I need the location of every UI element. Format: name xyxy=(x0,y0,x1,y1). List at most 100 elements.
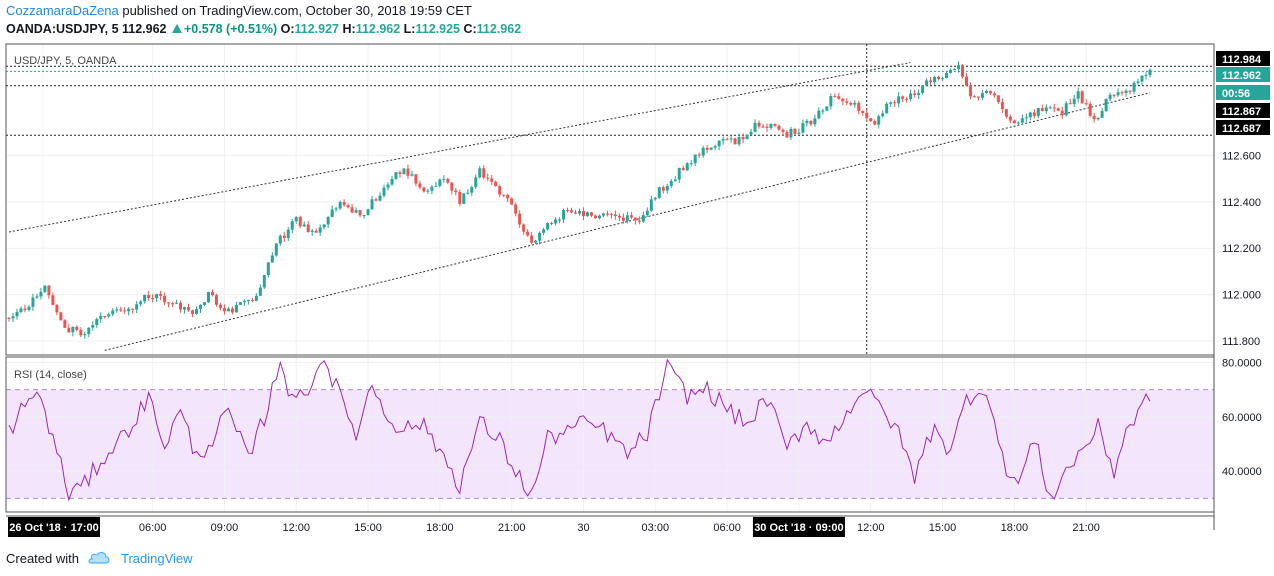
candle xyxy=(949,69,953,73)
up-triangle-icon xyxy=(172,24,182,33)
candle xyxy=(318,227,322,233)
candle xyxy=(933,76,937,83)
candle xyxy=(665,185,669,191)
candle xyxy=(1024,117,1028,119)
symbol-label: OANDA:USDJPY, 5 xyxy=(6,22,119,36)
candle xyxy=(470,187,474,193)
candle xyxy=(713,146,717,148)
candle xyxy=(765,126,769,128)
candle xyxy=(163,295,167,303)
candle xyxy=(322,224,326,228)
candle xyxy=(873,121,877,125)
time-axis-tick: 06:00 xyxy=(713,522,741,534)
time-label-bg xyxy=(8,517,100,537)
candle xyxy=(202,302,206,305)
candle xyxy=(1072,98,1076,104)
candle xyxy=(242,300,246,303)
candle xyxy=(570,210,574,213)
candle xyxy=(426,190,430,192)
candle xyxy=(797,132,801,134)
candle xyxy=(394,172,398,179)
candle xyxy=(286,229,290,239)
candle xyxy=(450,182,454,191)
candle xyxy=(1148,69,1152,76)
open-label: O: xyxy=(280,22,295,36)
publish-info: CozzamaraDaZena published on TradingView… xyxy=(6,3,472,18)
time-axis-label: 30 Oct '18 · 09:00 xyxy=(754,522,843,534)
candle xyxy=(187,307,191,311)
candle xyxy=(406,168,410,176)
candle xyxy=(378,195,382,201)
candle xyxy=(7,317,11,319)
candle xyxy=(813,118,817,125)
price-label-bg xyxy=(1216,85,1270,100)
author-link[interactable]: CozzamaraDaZena xyxy=(6,3,119,18)
footer: Created with TradingView xyxy=(6,550,193,567)
candle xyxy=(617,216,621,218)
candle xyxy=(51,295,55,305)
candle xyxy=(801,123,805,133)
candle xyxy=(183,307,187,310)
candle xyxy=(171,303,175,305)
candle xyxy=(769,124,773,128)
candle xyxy=(857,102,861,111)
candle xyxy=(370,199,374,210)
candle xyxy=(697,154,701,156)
created-with-text: Created with xyxy=(6,551,79,566)
candle xyxy=(941,78,945,80)
price-label: 112.867 xyxy=(1222,106,1261,118)
time-axis-tick: 18:00 xyxy=(426,522,454,534)
low-label: L: xyxy=(403,22,416,36)
candle xyxy=(980,93,984,98)
candle xyxy=(937,76,941,80)
candle xyxy=(621,217,625,221)
candle xyxy=(1064,103,1068,116)
candle xyxy=(119,309,123,311)
candle xyxy=(629,215,633,218)
candle xyxy=(474,177,478,188)
candle xyxy=(11,316,15,319)
candle xyxy=(302,224,306,227)
candle xyxy=(346,205,350,208)
high-value: 112.962 xyxy=(355,22,401,36)
candle xyxy=(135,304,139,310)
candle xyxy=(494,181,498,187)
candle xyxy=(905,98,909,100)
candle xyxy=(518,213,522,225)
candle xyxy=(398,172,402,175)
candle xyxy=(151,297,155,299)
candle xyxy=(226,308,230,312)
candle xyxy=(809,120,813,125)
candle xyxy=(1032,112,1036,116)
candle xyxy=(330,209,334,218)
candle xyxy=(988,90,992,94)
candle xyxy=(1104,98,1108,112)
candle xyxy=(893,102,897,104)
candle xyxy=(282,235,286,239)
candle xyxy=(653,197,657,200)
candle xyxy=(885,103,889,114)
candle xyxy=(71,326,75,333)
tradingview-logo-text[interactable]: TradingView xyxy=(120,551,193,566)
candle xyxy=(434,185,438,187)
candle xyxy=(1044,107,1048,112)
candle xyxy=(921,85,925,94)
candle xyxy=(362,215,366,217)
candle xyxy=(625,215,629,221)
candle xyxy=(254,295,258,301)
candle xyxy=(430,186,434,191)
candle xyxy=(901,96,905,99)
candle xyxy=(167,302,171,304)
candle xyxy=(745,134,749,140)
candle xyxy=(649,199,653,211)
candle xyxy=(1000,102,1004,110)
candle xyxy=(27,306,31,310)
candle xyxy=(781,129,785,132)
candle xyxy=(657,187,661,198)
candle xyxy=(143,294,147,302)
candle xyxy=(817,110,821,119)
candle xyxy=(853,102,857,105)
candle xyxy=(805,120,809,124)
candle xyxy=(382,187,386,196)
